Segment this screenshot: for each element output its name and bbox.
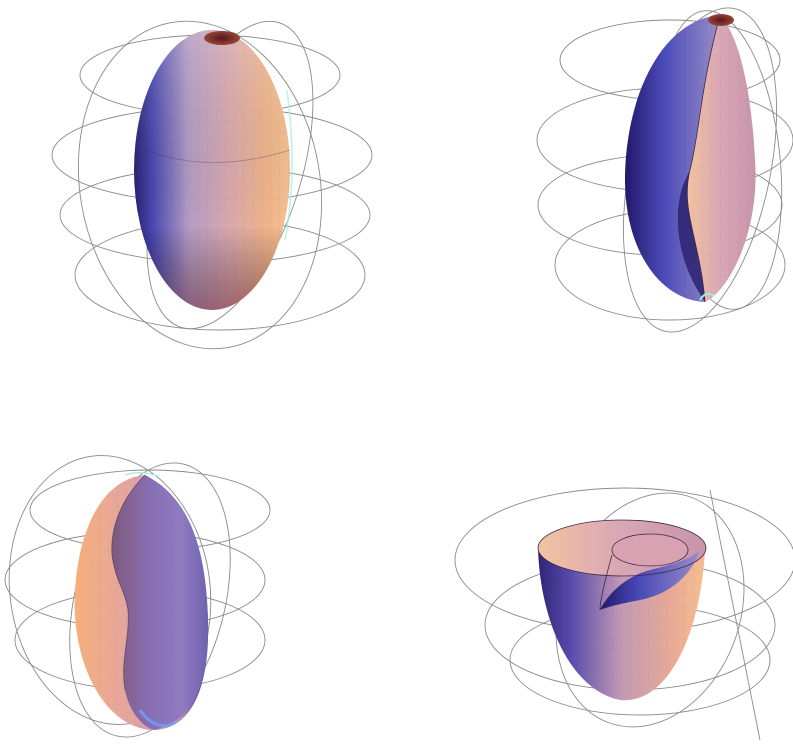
inner-spiral-wall: [611, 533, 689, 567]
top-cap: [708, 14, 734, 26]
panel-bottom-right: [454, 487, 793, 741]
panel-top-right: [536, 7, 793, 333]
cut-ellipsoid-surface: [625, 14, 756, 303]
panel-bottom-left: [4, 455, 271, 738]
panel-top-left: [51, 20, 373, 350]
open-cup-surface: [537, 519, 707, 701]
top-cap: [204, 31, 240, 45]
cut-ellipsoid-surface: [74, 472, 209, 731]
ellipsoid-surface: [134, 30, 293, 310]
